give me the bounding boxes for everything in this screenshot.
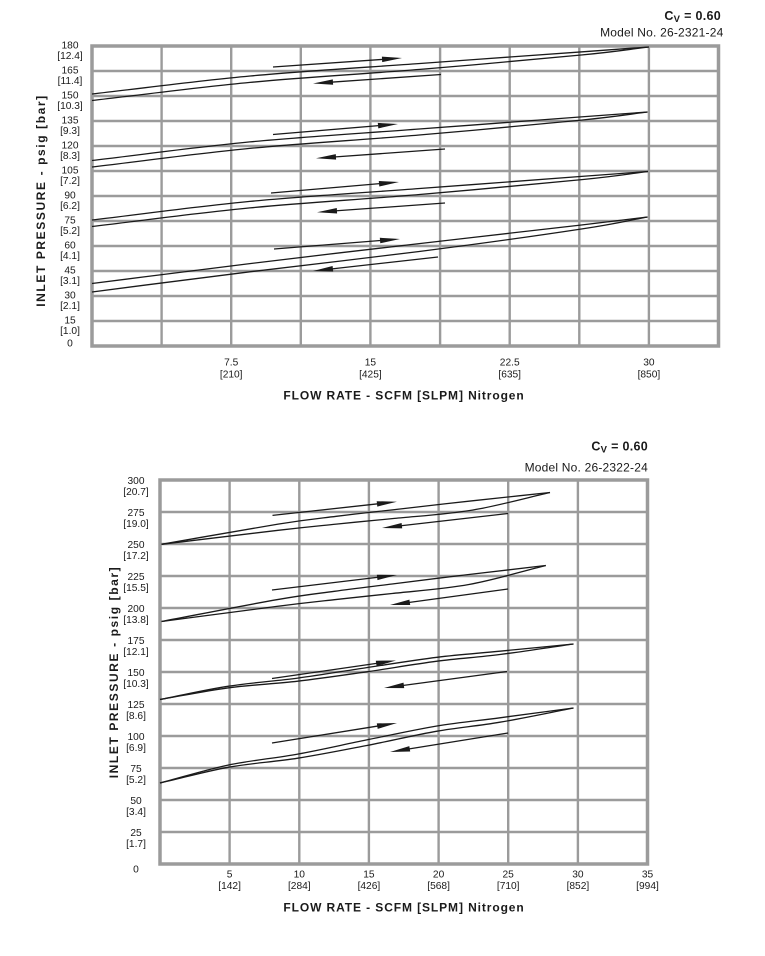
svg-text:CV = 0.60: CV = 0.60 — [591, 440, 648, 456]
svg-text:180: 180 — [62, 40, 79, 51]
svg-text:25: 25 — [503, 870, 515, 881]
svg-text:[13.8]: [13.8] — [123, 615, 149, 626]
svg-text:200: 200 — [128, 604, 145, 615]
svg-text:[4.1]: [4.1] — [60, 251, 80, 262]
svg-text:125: 125 — [128, 700, 145, 711]
svg-text:120: 120 — [62, 140, 79, 151]
svg-text:30: 30 — [64, 290, 76, 301]
svg-text:75: 75 — [64, 215, 76, 226]
svg-text:[994]: [994] — [636, 881, 659, 892]
svg-text:5: 5 — [227, 870, 233, 881]
svg-text:[7.2]: [7.2] — [60, 176, 80, 187]
svg-text:[6.2]: [6.2] — [60, 201, 80, 212]
svg-text:[426]: [426] — [358, 881, 381, 892]
svg-text:[635]: [635] — [498, 369, 521, 380]
svg-text:30: 30 — [643, 358, 655, 369]
svg-text:[425]: [425] — [359, 369, 382, 380]
svg-text:FLOW RATE - SCFM [SLPM] Nitrog: FLOW RATE - SCFM [SLPM] Nitrogen — [283, 389, 524, 403]
svg-text:15: 15 — [64, 315, 76, 326]
svg-text:[8.6]: [8.6] — [126, 711, 146, 722]
svg-text:[10.3]: [10.3] — [57, 101, 83, 112]
svg-text:FLOW RATE - SCFM [SLPM] Nitrog: FLOW RATE - SCFM [SLPM] Nitrogen — [283, 901, 524, 915]
svg-text:Model No. 26-2321-24: Model No. 26-2321-24 — [600, 26, 724, 40]
svg-text:[210]: [210] — [220, 369, 243, 380]
svg-text:[11.4]: [11.4] — [58, 76, 83, 87]
svg-text:75: 75 — [130, 764, 142, 775]
svg-text:135: 135 — [62, 115, 79, 126]
svg-text:15: 15 — [363, 870, 375, 881]
svg-text:[3.4]: [3.4] — [126, 807, 146, 818]
svg-text:150: 150 — [62, 90, 79, 101]
svg-text:[284]: [284] — [288, 881, 311, 892]
svg-text:[850]: [850] — [638, 369, 661, 380]
svg-text:7.5: 7.5 — [224, 358, 238, 369]
svg-text:[12.4]: [12.4] — [57, 51, 83, 62]
svg-text:0: 0 — [67, 339, 73, 350]
svg-text:[6.9]: [6.9] — [126, 743, 146, 754]
svg-text:[19.0]: [19.0] — [123, 519, 149, 530]
svg-text:[1.7]: [1.7] — [126, 839, 146, 850]
svg-text:225: 225 — [128, 572, 145, 583]
svg-text:45: 45 — [64, 265, 76, 276]
svg-text:[852]: [852] — [567, 881, 590, 892]
svg-text:105: 105 — [62, 165, 79, 176]
svg-text:90: 90 — [64, 190, 76, 201]
svg-text:10: 10 — [294, 870, 306, 881]
svg-text:[568]: [568] — [427, 881, 450, 892]
svg-text:[17.2]: [17.2] — [123, 551, 149, 562]
svg-text:[5.2]: [5.2] — [60, 226, 80, 237]
svg-text:[8.3]: [8.3] — [60, 151, 80, 162]
svg-text:[10.3]: [10.3] — [123, 679, 149, 690]
svg-text:250: 250 — [128, 540, 145, 551]
svg-text:[5.2]: [5.2] — [126, 775, 146, 786]
svg-text:60: 60 — [64, 240, 76, 251]
svg-text:INLET PRESSURE - psig [bar]: INLET PRESSURE - psig [bar] — [107, 566, 121, 779]
svg-text:[3.1]: [3.1] — [60, 276, 80, 287]
svg-text:[15.5]: [15.5] — [123, 583, 149, 594]
svg-text:[12.1]: [12.1] — [123, 647, 149, 658]
svg-text:INLET PRESSURE - psig [bar]: INLET PRESSURE - psig [bar] — [34, 94, 48, 307]
svg-text:0: 0 — [133, 865, 139, 876]
svg-text:[2.1]: [2.1] — [60, 301, 80, 312]
svg-text:[142]: [142] — [218, 881, 241, 892]
svg-text:25: 25 — [130, 828, 142, 839]
svg-text:[710]: [710] — [497, 881, 520, 892]
svg-text:[20.7]: [20.7] — [123, 487, 149, 498]
svg-text:165: 165 — [62, 65, 79, 76]
svg-text:275: 275 — [128, 508, 145, 519]
svg-text:30: 30 — [572, 870, 584, 881]
svg-text:300: 300 — [128, 476, 145, 487]
svg-text:15: 15 — [365, 358, 377, 369]
svg-text:100: 100 — [128, 732, 145, 743]
svg-text:[9.3]: [9.3] — [60, 126, 80, 137]
svg-text:20: 20 — [433, 870, 445, 881]
svg-text:50: 50 — [130, 796, 142, 807]
svg-text:22.5: 22.5 — [500, 358, 520, 369]
svg-text:35: 35 — [642, 870, 654, 881]
svg-text:150: 150 — [128, 668, 145, 679]
svg-text:[1.0]: [1.0] — [60, 326, 80, 337]
svg-text:Model No. 26-2322-24: Model No. 26-2322-24 — [525, 461, 649, 475]
svg-text:CV = 0.60: CV = 0.60 — [664, 9, 721, 25]
svg-text:175: 175 — [128, 636, 145, 647]
